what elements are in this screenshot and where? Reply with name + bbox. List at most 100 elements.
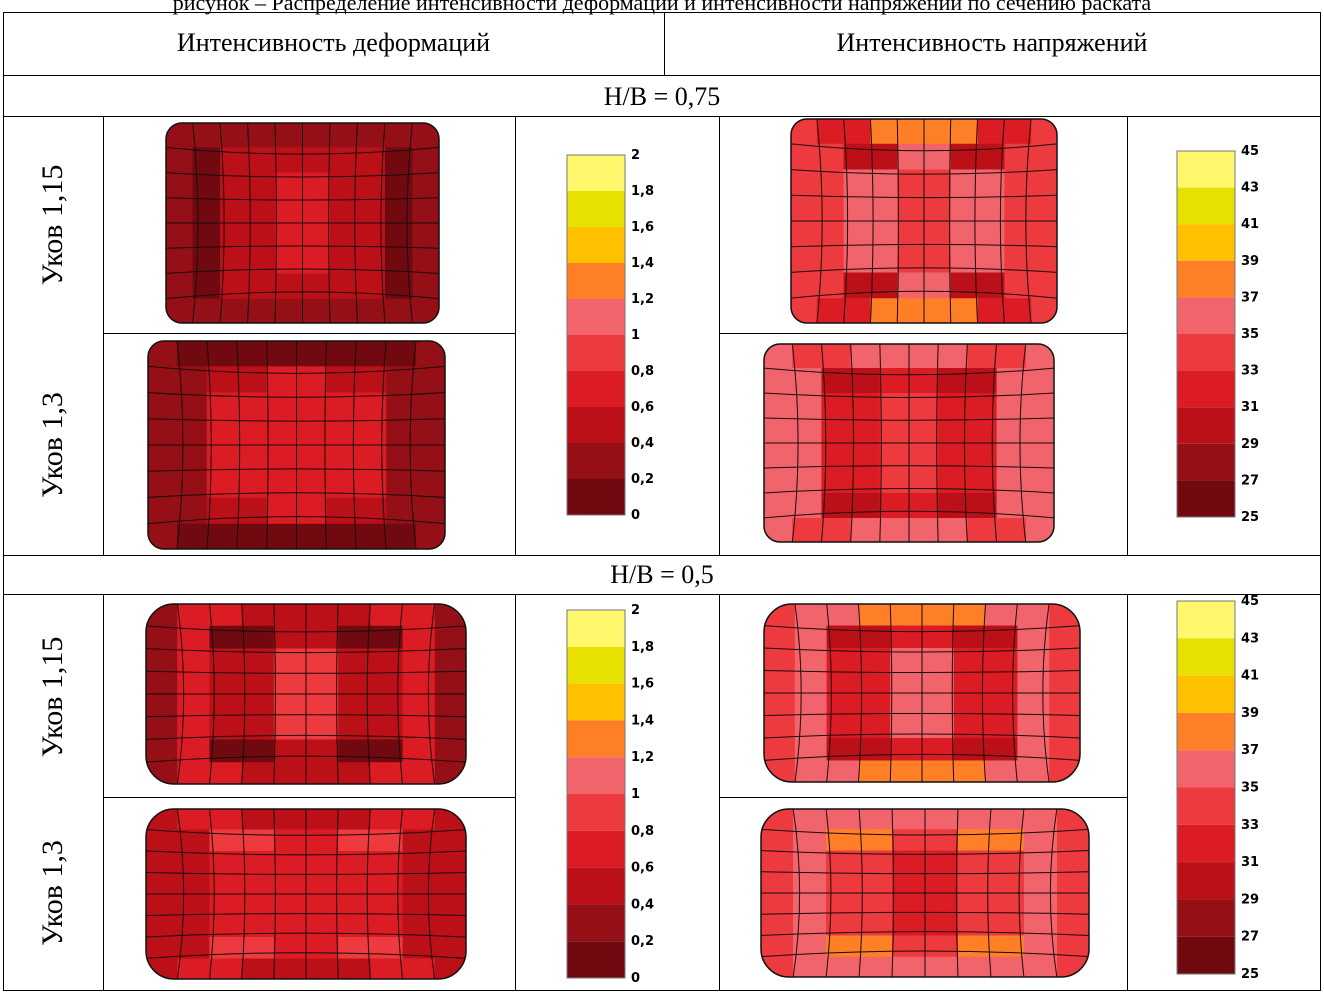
mesh-cell bbox=[826, 625, 859, 649]
mesh-cell bbox=[273, 915, 307, 938]
mesh-cell bbox=[176, 445, 208, 472]
mesh-cell bbox=[402, 851, 436, 873]
mesh-cell bbox=[950, 119, 979, 145]
mesh-cell bbox=[326, 471, 357, 498]
scale-band bbox=[1177, 443, 1235, 481]
mesh-cell bbox=[764, 344, 793, 369]
scale-tick-label: 0,6 bbox=[631, 861, 654, 876]
mesh-cell bbox=[357, 147, 386, 173]
scale-band bbox=[567, 794, 625, 831]
mesh-cell bbox=[761, 829, 794, 851]
mesh-cell bbox=[416, 341, 445, 367]
stress-plot-hb05-ukov115 bbox=[763, 603, 1081, 783]
scale-band bbox=[1177, 480, 1235, 517]
mesh-cell bbox=[306, 604, 339, 627]
mesh-cell bbox=[870, 221, 898, 248]
scale-tick-label: 1,6 bbox=[631, 677, 654, 692]
mesh-cell bbox=[338, 809, 371, 830]
mesh-cell bbox=[924, 246, 952, 273]
mesh-cell bbox=[791, 143, 818, 170]
mesh-line bbox=[764, 465, 1054, 469]
mesh-cell bbox=[1049, 760, 1080, 782]
mesh-cell bbox=[858, 648, 891, 671]
mesh-cell bbox=[892, 914, 926, 936]
mesh-cell bbox=[241, 915, 275, 938]
mesh-cell bbox=[890, 715, 923, 739]
mesh-cell bbox=[791, 246, 818, 273]
scale-tick-label: 0 bbox=[631, 508, 640, 523]
mesh-cell bbox=[176, 523, 208, 549]
mesh-cell bbox=[326, 418, 357, 446]
mesh-cell bbox=[434, 915, 466, 938]
mesh-cell bbox=[177, 851, 210, 873]
mesh-cell bbox=[241, 671, 275, 695]
mesh-cell bbox=[996, 418, 1027, 444]
mesh-cell bbox=[275, 223, 303, 249]
mesh-cell bbox=[338, 937, 371, 959]
mesh-cell bbox=[909, 493, 939, 519]
scale-tick-label: 39 bbox=[1241, 254, 1259, 269]
mesh-cell bbox=[764, 760, 796, 782]
mesh-cell bbox=[826, 850, 860, 873]
mesh-cell bbox=[148, 418, 178, 446]
mesh-cell bbox=[385, 223, 413, 249]
mesh-cell bbox=[209, 937, 243, 959]
mesh-cell bbox=[859, 850, 893, 873]
mesh-line bbox=[761, 850, 1089, 855]
mesh-cell bbox=[338, 694, 371, 718]
mesh-cell bbox=[791, 272, 818, 299]
mesh-cell bbox=[826, 760, 859, 782]
mesh-cell bbox=[146, 915, 178, 938]
mesh-cell bbox=[991, 871, 1025, 894]
mesh-cell bbox=[1017, 715, 1050, 739]
mesh-cell bbox=[306, 716, 339, 740]
mesh-cell bbox=[1031, 298, 1057, 323]
mesh-cell bbox=[958, 871, 992, 894]
mesh-cell bbox=[1017, 693, 1050, 716]
scale-tick-label: 1,8 bbox=[631, 184, 654, 199]
mesh-cell bbox=[1017, 670, 1050, 694]
mesh-cell bbox=[897, 298, 925, 323]
mesh-cell bbox=[826, 715, 859, 739]
mesh-cell bbox=[922, 625, 955, 649]
mesh-line bbox=[764, 625, 1080, 633]
mesh-cell bbox=[302, 223, 331, 249]
mesh-cell bbox=[925, 935, 959, 958]
mesh-line bbox=[791, 243, 1057, 248]
scale-band bbox=[1177, 638, 1235, 676]
mesh-cell bbox=[1004, 246, 1032, 273]
mesh-cell bbox=[794, 625, 828, 649]
mesh-cell bbox=[273, 872, 307, 895]
mesh-cell bbox=[241, 829, 275, 852]
scale-tick-label: 1,2 bbox=[631, 750, 654, 765]
mesh-cell bbox=[953, 738, 987, 761]
mesh-line bbox=[791, 267, 1057, 273]
mesh-cell bbox=[241, 625, 275, 649]
mesh-line bbox=[148, 418, 445, 422]
mesh-cell bbox=[209, 958, 243, 979]
mesh-cell bbox=[859, 956, 893, 977]
mesh-cell bbox=[938, 493, 968, 519]
mesh-cell bbox=[306, 809, 339, 830]
mesh-cell bbox=[302, 123, 331, 148]
mesh-line bbox=[166, 197, 439, 201]
scale-band bbox=[567, 335, 625, 371]
mesh-cell bbox=[357, 273, 386, 300]
mesh-cell bbox=[922, 738, 955, 761]
scale-tick-label: 35 bbox=[1241, 781, 1259, 796]
mesh-cell bbox=[416, 366, 445, 393]
mesh-line bbox=[764, 712, 1080, 716]
scale-band bbox=[567, 610, 625, 647]
mesh-cell bbox=[977, 298, 1005, 323]
mesh-line bbox=[146, 932, 466, 938]
scale-band bbox=[567, 479, 625, 515]
mesh-cell bbox=[924, 119, 952, 145]
mesh-cell bbox=[985, 670, 1018, 694]
mesh-cell bbox=[897, 143, 925, 170]
mesh-cell bbox=[306, 694, 339, 718]
mesh-cell bbox=[338, 739, 371, 763]
mesh-cell bbox=[950, 298, 979, 323]
mesh-cell bbox=[241, 604, 275, 627]
mesh-cell bbox=[176, 418, 208, 446]
mesh-cell bbox=[925, 956, 959, 977]
